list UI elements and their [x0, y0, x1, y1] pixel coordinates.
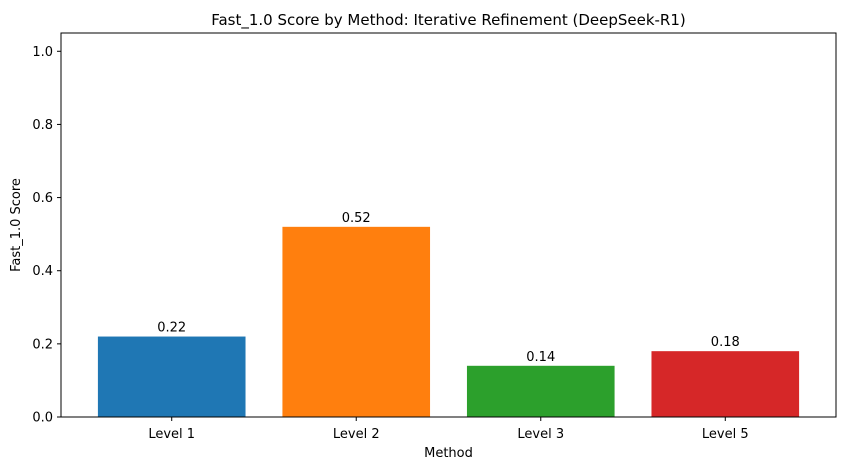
data-labels-layer: 0.22 0.52 0.14 0.18	[157, 211, 740, 365]
data-label: 0.52	[342, 211, 371, 226]
y-tick-label: 0.6	[32, 191, 53, 206]
data-label: 0.14	[526, 350, 555, 365]
y-tick-label: 1.0	[32, 45, 53, 60]
plot-frame	[60, 32, 837, 418]
bar-level-3	[466, 365, 615, 417]
x-axis-label: Method	[424, 446, 473, 461]
data-label: 0.22	[157, 321, 186, 336]
y-tick-label: 0.0	[32, 411, 53, 426]
y-axis-label: Fast_1.0 Score	[9, 178, 24, 272]
x-tick-label: Level 2	[333, 427, 380, 442]
x-axis: Level 1 Level 2 Level 3 Level 5	[148, 417, 749, 442]
y-tick-label: 0.8	[32, 118, 53, 133]
y-tick-label: 0.4	[32, 264, 53, 279]
bar-level-1	[97, 336, 246, 417]
x-tick-label: Level 5	[702, 427, 749, 442]
x-tick-label: Level 3	[517, 427, 564, 442]
x-tick-label: Level 1	[148, 427, 195, 442]
data-label: 0.18	[711, 335, 740, 350]
y-tick-label: 0.2	[32, 337, 53, 352]
bars-layer	[97, 226, 800, 417]
y-axis: 0.0 0.2 0.4 0.6 0.8 1.0	[32, 45, 61, 426]
bar-level-2	[282, 226, 431, 417]
bar-level-5	[651, 351, 800, 417]
chart-title: Fast_1.0 Score by Method: Iterative Refi…	[211, 11, 686, 30]
